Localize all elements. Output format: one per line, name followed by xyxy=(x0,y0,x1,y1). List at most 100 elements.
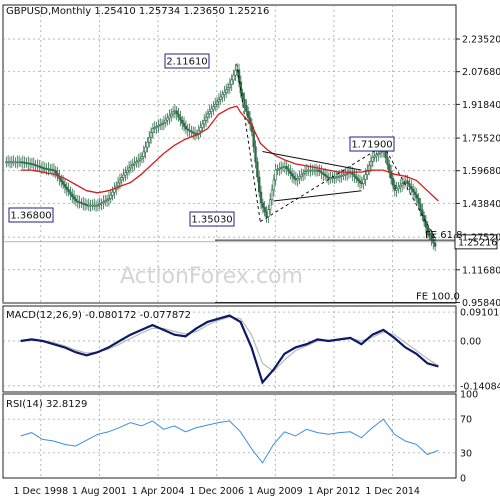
price-candle-body xyxy=(254,146,257,163)
price-candle-body xyxy=(159,124,162,126)
price-y-tick-label: 1.27520 xyxy=(462,233,500,244)
macd-y-tick-label: -0.140843 xyxy=(460,381,500,392)
price-candle-body xyxy=(50,169,54,171)
price-candle-body xyxy=(364,174,367,180)
price-candle-body xyxy=(104,200,107,203)
macd-y-tick-label: 0.091015 xyxy=(460,308,500,319)
price-candle-body xyxy=(347,172,351,174)
price-candle-body xyxy=(78,201,81,204)
dashed-connector xyxy=(236,63,261,222)
price-candle-body xyxy=(34,164,37,167)
price-candle-body xyxy=(292,175,296,179)
price-candle-body xyxy=(422,215,426,222)
price-candle-body xyxy=(142,151,145,158)
price-candle-body xyxy=(39,166,43,169)
rsi-y-tick-label: 100 xyxy=(460,390,478,401)
price-candle-body xyxy=(188,129,191,132)
price-candle-body xyxy=(355,176,358,180)
price-callout-label: 1.71900 xyxy=(351,140,392,151)
price-candle-body xyxy=(91,204,94,207)
price-candle-body xyxy=(278,168,281,170)
price-candle-body xyxy=(94,204,98,207)
price-candle-body xyxy=(327,176,331,179)
price-candle-body xyxy=(192,131,195,134)
price-candle-body xyxy=(98,203,101,206)
price-candle-body xyxy=(312,169,316,172)
price-candle-body xyxy=(353,174,356,177)
price-candle-body xyxy=(415,194,418,199)
price-candle-body xyxy=(168,115,171,119)
price-candle-body xyxy=(391,178,395,186)
price-candle-body xyxy=(160,123,164,125)
price-candle-body xyxy=(397,186,400,189)
price-candle-body xyxy=(276,168,279,171)
moving-average-line xyxy=(20,105,439,202)
price-candle-body xyxy=(8,161,12,164)
fe-100-label: FE 100.0 xyxy=(416,291,460,302)
price-candle-body xyxy=(410,186,413,190)
price-candle-body xyxy=(314,169,318,172)
price-candle-body xyxy=(307,169,310,172)
price-candle-body xyxy=(257,176,261,193)
price-candle-body xyxy=(367,165,371,171)
price-candle-body xyxy=(261,202,265,208)
price-candle-body xyxy=(243,98,246,106)
price-candle-body xyxy=(41,167,45,169)
price-candle-body xyxy=(155,126,158,128)
price-candle-body xyxy=(153,127,156,129)
triangle-lower-line xyxy=(273,190,362,202)
price-candle-body xyxy=(413,191,417,195)
price-candle-body xyxy=(60,178,63,182)
price-candle-body xyxy=(281,166,285,168)
price-candle-body xyxy=(45,168,48,170)
price-candle-body xyxy=(217,99,221,103)
price-candle-body xyxy=(111,191,114,196)
price-candle-body xyxy=(105,199,109,202)
price-candle-body xyxy=(234,70,237,76)
x-tick-label: 1 Aug 2001 xyxy=(72,486,127,497)
price-candle-body xyxy=(399,184,402,188)
price-candle-body xyxy=(325,175,329,178)
rsi-y-tick-label: 30 xyxy=(460,448,472,459)
price-candle-body xyxy=(76,200,79,203)
price-candle-body xyxy=(384,150,387,158)
price-candle-body xyxy=(406,180,409,184)
price-candle-body xyxy=(342,174,345,177)
price-callout-box xyxy=(164,53,210,69)
price-candle-body xyxy=(219,96,222,100)
price-y-tick-label: 0.95840 xyxy=(462,298,500,309)
price-candle-body xyxy=(230,79,233,85)
price-candle-body xyxy=(133,162,136,165)
price-candle-body xyxy=(408,183,411,187)
price-y-tick-label: 1.11680 xyxy=(462,265,500,276)
price-candle-body xyxy=(186,128,189,131)
price-candle-body xyxy=(411,188,415,193)
price-y-tick-label: 1.59680 xyxy=(462,166,500,177)
price-candle-body xyxy=(129,165,133,169)
price-candle-body xyxy=(267,209,270,217)
price-candle-body xyxy=(12,161,15,164)
price-candle-body xyxy=(21,161,24,164)
price-candle-body xyxy=(285,166,288,170)
price-candle-body xyxy=(30,163,34,165)
macd-title: MACD(12,26,9) -0.080172 -0.077872 xyxy=(6,310,191,321)
price-candle-body xyxy=(386,157,389,165)
price-y-tick-label: 1.91840 xyxy=(462,100,500,111)
price-candle-body xyxy=(25,162,28,164)
price-candle-body xyxy=(428,232,431,237)
price-candle-body xyxy=(362,178,365,184)
price-candle-body xyxy=(47,168,50,171)
price-callout-box xyxy=(349,136,395,152)
price-candle-body xyxy=(85,204,89,206)
price-callout-label: 1.36800 xyxy=(10,211,51,222)
price-candle-body xyxy=(336,176,340,178)
price-candle-body xyxy=(19,161,23,164)
price-candle-body xyxy=(124,172,127,176)
dashed-connector xyxy=(382,145,437,241)
rsi-frame xyxy=(2,393,457,479)
price-candle-body xyxy=(228,84,232,88)
price-candle-body xyxy=(259,191,263,204)
price-candle-body xyxy=(322,172,325,175)
price-candle-body xyxy=(170,113,173,117)
